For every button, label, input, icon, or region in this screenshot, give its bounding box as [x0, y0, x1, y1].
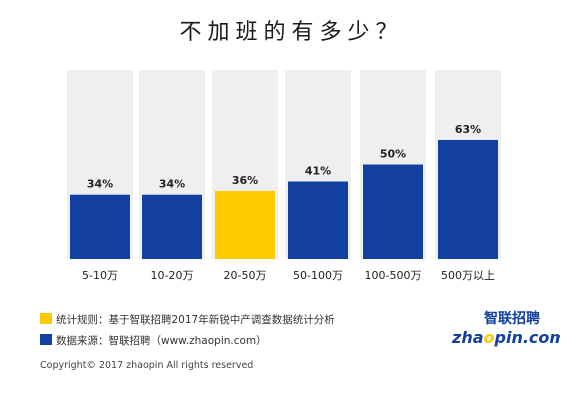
chart-title: 不加班的有多少？ — [179, 20, 404, 45]
bar-value-label: 41% — [305, 165, 331, 178]
bar-value-label: 34% — [159, 178, 185, 191]
copyright-text: Copyright© 2017 zhaopin All rights reser… — [40, 360, 254, 371]
category-tick-label: 20-50万 — [224, 269, 267, 282]
category-tick-label: 5-10万 — [82, 269, 118, 282]
bar — [70, 194, 130, 259]
category-tick-label: 500万以上 — [441, 269, 495, 282]
bar-value-label: 36% — [232, 174, 258, 187]
legend-blue-swatch — [40, 334, 52, 345]
bar-value-label: 34% — [87, 178, 113, 191]
logo-en-o: o — [484, 328, 495, 347]
bar-value-label: 50% — [380, 148, 406, 161]
bar-value-label: 63% — [455, 123, 481, 136]
legend-source: 数据来源：智联招聘（www.zhaopin.com） — [40, 333, 267, 348]
bar — [363, 164, 423, 259]
legend-rule: 统计规则：基于智联招聘2017年新锐中产调查数据统计分析 — [40, 312, 335, 327]
bar — [438, 139, 498, 259]
category-tick-label: 10-20万 — [151, 269, 194, 282]
logo-en-text: zhaopin.com — [451, 328, 560, 347]
legend-rule-text: 统计规则：基于智联招聘2017年新锐中产调查数据统计分析 — [56, 314, 335, 326]
zhaopin-logo: 智联招聘 zhaopin.com — [451, 310, 560, 347]
bar — [288, 181, 348, 259]
bar-chart: 34% 5-10万 34% 10-20万 36% 20-50万 41% 50-100万 50% 1… — [67, 70, 501, 282]
logo-en-suffix: pin.com — [494, 328, 561, 347]
legend-yellow-swatch — [40, 313, 52, 324]
logo-cn-text: 智联招聘 — [483, 310, 540, 327]
logo-en-prefix: zha — [451, 328, 484, 347]
legend-source-text: 数据来源：智联招聘（www.zhaopin.com） — [56, 335, 267, 347]
bar — [142, 194, 202, 259]
category-tick-label: 100-500万 — [365, 269, 422, 282]
bar — [215, 190, 275, 259]
category-tick-label: 50-100万 — [293, 269, 343, 282]
